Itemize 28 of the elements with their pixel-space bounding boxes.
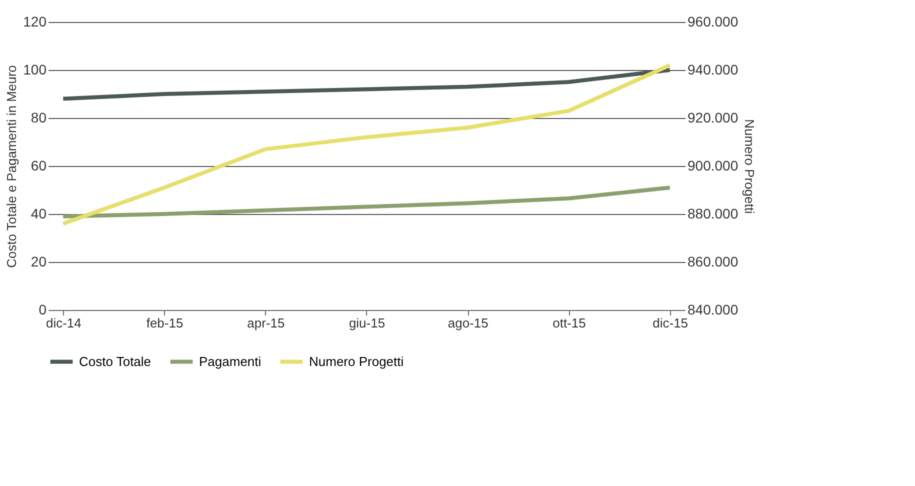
x-tick-label: dic-15 <box>652 316 688 330</box>
y-tick-label: 120 <box>23 14 47 30</box>
y-tick-label: 100 <box>23 62 47 78</box>
y2-tick-label: 940.000 <box>688 62 738 78</box>
y2-tick-label: 860.000 <box>688 254 738 270</box>
line-series <box>61 186 672 218</box>
x-tick-label: giu-15 <box>348 316 386 330</box>
x-tick-label: apr-15 <box>247 316 285 330</box>
y2-tick-label: 880.000 <box>688 206 738 222</box>
y2-axis-title: Numero Progetti <box>742 119 758 214</box>
y-tick-label: 60 <box>30 158 47 174</box>
line-series <box>61 63 672 226</box>
y2-tick-label: 920.000 <box>688 110 738 126</box>
x-tick-label: ott-15 <box>552 316 586 330</box>
legend-label: Numero Progetti <box>309 354 404 369</box>
y2-tick-label: 960.000 <box>688 14 738 30</box>
y-tick-label: 80 <box>30 110 47 126</box>
y-tick-label: 20 <box>30 254 47 270</box>
y-tick-label: 0 <box>38 302 47 318</box>
y2-tick-label: 840.000 <box>688 302 738 318</box>
x-tick-label: ago-15 <box>448 316 488 330</box>
y2-tick-label: 900.000 <box>688 158 738 174</box>
x-tick-label: dic-14 <box>46 316 82 330</box>
legend-label: Pagamenti <box>199 354 262 369</box>
x-tick-label: feb-15 <box>146 316 184 330</box>
y-axis-title: Costo Totale e Pagamenti in Meuro <box>4 65 20 268</box>
y-tick-label: 40 <box>30 206 47 222</box>
legend-label: Costo Totale <box>79 354 152 369</box>
